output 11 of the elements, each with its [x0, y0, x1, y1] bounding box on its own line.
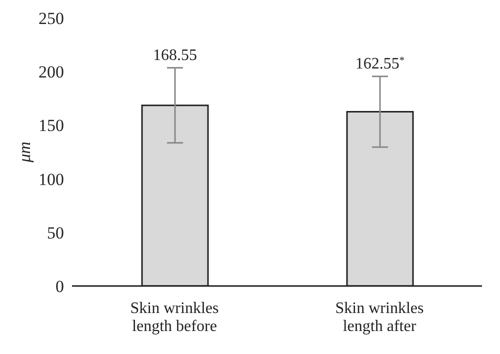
x-tick-label: Skin wrinkles length before [130, 300, 219, 336]
y-tick-label: 100 [38, 170, 64, 189]
data-label: 162.55$^{*}$ [355, 54, 405, 72]
y-axis-title: μm [15, 142, 34, 164]
y-tick-label: 50 [47, 223, 64, 242]
data-label: 168.55 [153, 46, 197, 64]
y-tick-label: 150 [38, 116, 64, 136]
y-tick-label: 250 [38, 9, 64, 28]
y-tick-label: 0 [56, 277, 64, 296]
y-tick-label: 200 [38, 62, 64, 82]
x-tick-label: Skin wrinkles length after [335, 300, 424, 336]
